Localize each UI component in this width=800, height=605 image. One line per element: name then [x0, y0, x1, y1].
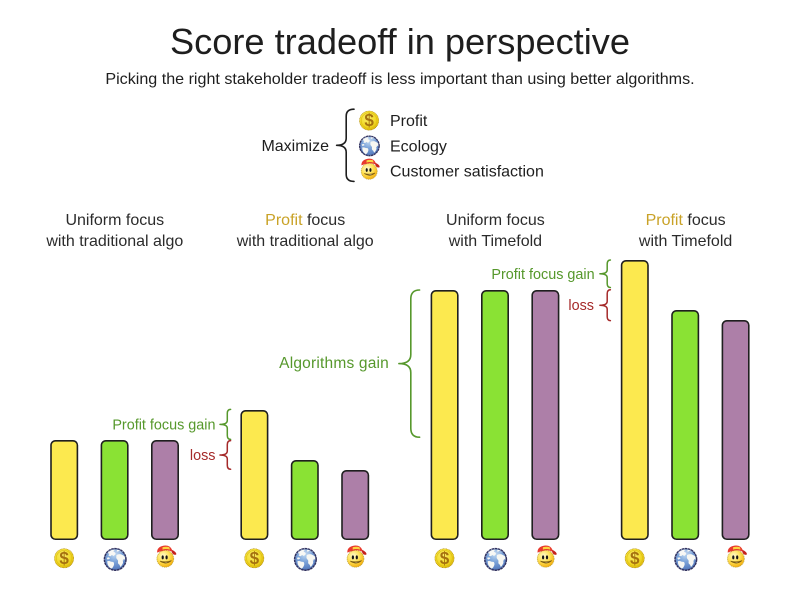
svg-text:Uniform focus: Uniform focus — [65, 212, 164, 229]
svg-text:with traditional algo: with traditional algo — [45, 233, 183, 250]
svg-text:loss: loss — [190, 448, 216, 464]
svg-text:Profit focus gain: Profit focus gain — [491, 267, 594, 283]
svg-text:with Timefold: with Timefold — [448, 233, 542, 250]
svg-text:loss: loss — [568, 298, 594, 314]
svg-text:Profit focus: Profit focus — [646, 212, 726, 229]
svg-text:Score tradeoff in perspective: Score tradeoff in perspective — [170, 21, 630, 62]
svg-text:Maximize: Maximize — [261, 138, 329, 155]
svg-text:with Timefold: with Timefold — [638, 233, 732, 250]
svg-text:Uniform focus: Uniform focus — [446, 212, 545, 229]
svg-text:Customer satisfaction: Customer satisfaction — [390, 164, 544, 181]
svg-text:Profit focus: Profit focus — [265, 212, 345, 229]
svg-text:Ecology: Ecology — [390, 139, 447, 156]
svg-text:with traditional algo: with traditional algo — [236, 233, 374, 250]
svg-text:Picking the right stakeholder: Picking the right stakeholder tradeoff i… — [105, 70, 694, 88]
svg-text:Profit focus gain: Profit focus gain — [112, 418, 215, 434]
svg-text:Algorithms gain: Algorithms gain — [279, 355, 389, 372]
svg-text:Profit: Profit — [390, 113, 428, 130]
